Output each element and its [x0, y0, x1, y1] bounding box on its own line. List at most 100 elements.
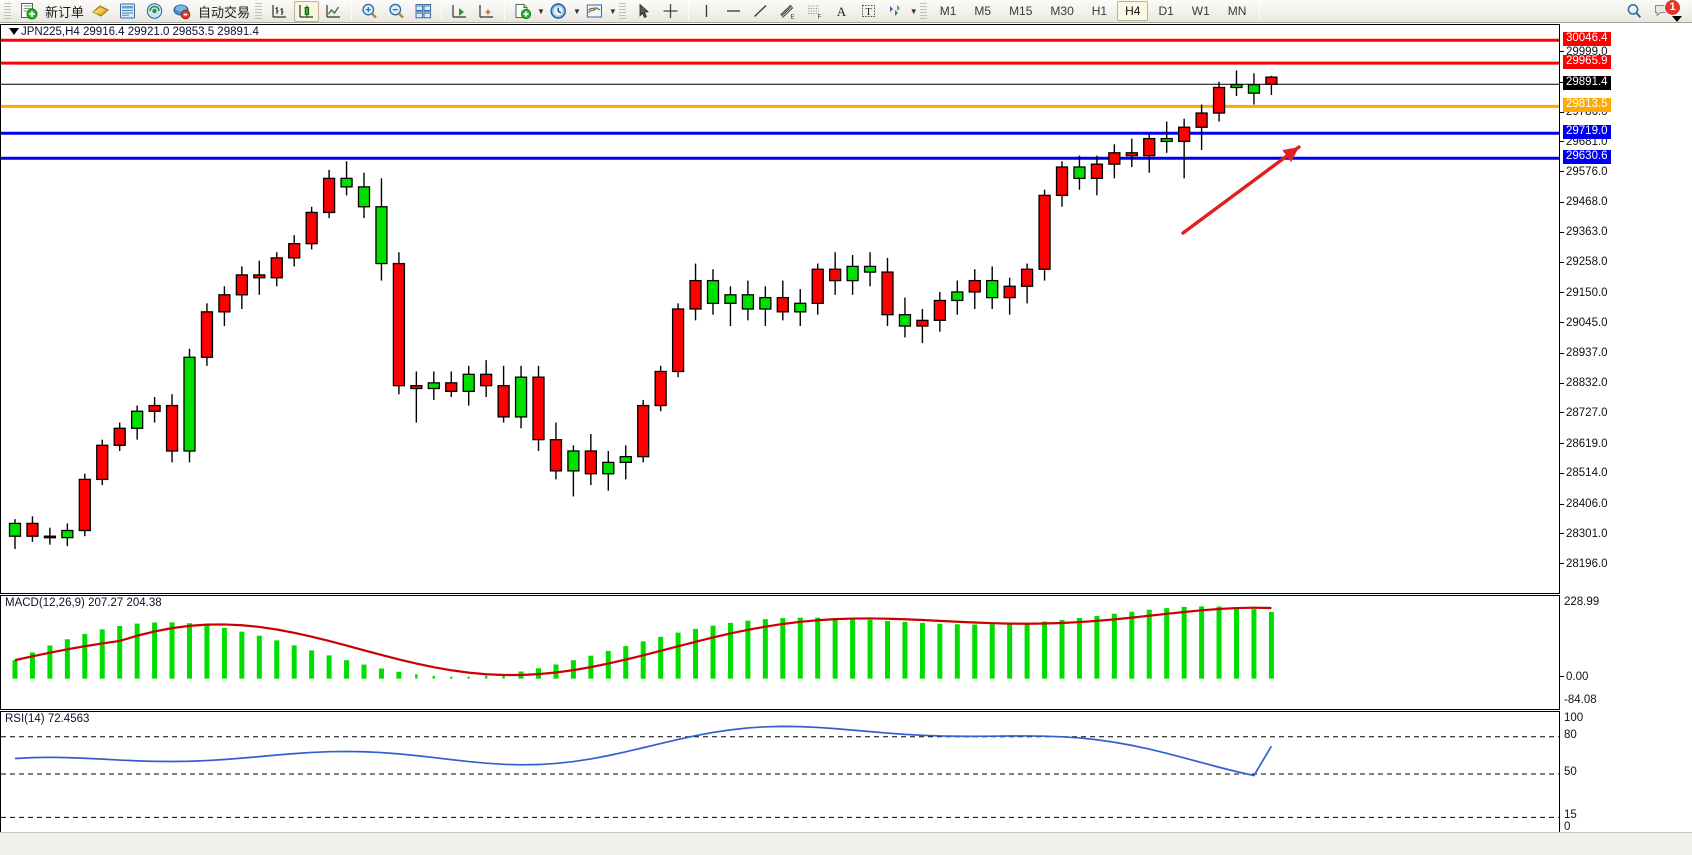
chart-title-marker	[9, 28, 19, 35]
line-chart-icon[interactable]	[321, 1, 346, 22]
trend-arrow-shaft	[1181, 145, 1301, 235]
timeframe-m1[interactable]: M1	[939, 4, 957, 18]
rsi-axis: 100 80 50 15 0	[1560, 711, 1692, 837]
price-tick: 28196.0	[1560, 558, 1692, 570]
new-order-label[interactable]: 新订单	[45, 4, 85, 20]
price-tick: 29576.0	[1560, 166, 1692, 178]
timeframe-m15[interactable]: M15	[1009, 4, 1033, 18]
rsi-pane[interactable]: RSI(14) 72.4563	[0, 711, 1560, 837]
toolbar-separator-2	[441, 2, 443, 20]
cursor-icon[interactable]	[631, 1, 656, 22]
svg-text:A: A	[837, 4, 847, 19]
bar-chart-icon[interactable]	[267, 1, 292, 22]
timeframe-h1[interactable]: H1	[1091, 4, 1108, 18]
market-watch-icon[interactable]	[115, 1, 140, 22]
price-tick: 28727.0	[1560, 407, 1692, 419]
toolbar-separator-5	[1259, 2, 1261, 20]
price-tick: 29363.0	[1560, 226, 1692, 238]
toolbar-grip[interactable]	[4, 2, 11, 20]
price-tick: 28832.0	[1560, 377, 1692, 389]
vertical-line-icon[interactable]	[694, 1, 719, 22]
svg-text:F: F	[817, 15, 821, 21]
indicators-dropdown-caret[interactable]: ▼	[537, 6, 545, 16]
periods-icon[interactable]	[546, 1, 571, 22]
autotrading-label[interactable]: 自动交易	[198, 4, 251, 20]
svg-text:E: E	[790, 15, 794, 21]
trendline-icon[interactable]	[748, 1, 773, 22]
toolbar-grip-4[interactable]	[919, 2, 927, 20]
main-toolbar: 新订单 自动交易	[0, 0, 1692, 23]
macd-tick: -84.08	[1564, 694, 1597, 706]
macd-chart-canvas[interactable]	[1, 596, 1559, 709]
toolbar-separator	[351, 2, 353, 20]
toolbar-separator-4	[687, 2, 689, 20]
horizontal-line-icon[interactable]	[721, 1, 746, 22]
toolbar-separator-3	[504, 2, 506, 20]
rsi-tick: 100	[1564, 712, 1584, 724]
rsi-tick: 15	[1564, 809, 1577, 822]
price-tick: 29258.0	[1560, 256, 1692, 268]
rsi-chart-canvas[interactable]	[1, 712, 1559, 836]
price-tick: 29150.0	[1560, 287, 1692, 299]
rsi-label: RSI(14) 72.4563	[5, 713, 90, 725]
alerts-icon[interactable]: 1	[1649, 0, 1684, 22]
macd-axis: 228.99 0.00 -84.08	[1560, 595, 1692, 710]
periods-dropdown-caret[interactable]: ▼	[572, 6, 581, 16]
timeframe-d1[interactable]: D1	[1158, 4, 1174, 18]
price-tick: 28514.0	[1560, 467, 1692, 479]
templates-dropdown-caret[interactable]: ▼	[608, 6, 617, 16]
macd-tick: 0.00	[1560, 671, 1692, 683]
text-label-icon[interactable]: T	[856, 1, 881, 22]
rsi-line	[14, 725, 1273, 777]
timeframe-mn[interactable]: MN	[1227, 4, 1247, 18]
text-icon[interactable]: A	[829, 1, 854, 22]
scroll-end-icon[interactable]	[447, 1, 472, 22]
chart-shift-icon[interactable]	[474, 1, 499, 22]
objects-dropdown-caret[interactable]: ▼	[909, 6, 918, 16]
timeframe-w1[interactable]: W1	[1191, 4, 1210, 18]
collapse-triangle-icon[interactable]	[1672, 16, 1682, 22]
toolbar-grip-3[interactable]	[618, 2, 626, 20]
price-tick: 28937.0	[1560, 347, 1692, 359]
price-pane[interactable]: JPN225,H4 29916.4 29921.0 29853.5 29891.…	[0, 24, 1560, 594]
status-strip	[0, 832, 1692, 855]
autotrading-icon[interactable]	[169, 1, 194, 22]
macd-label: MACD(12,26,9) 207.27 204.38	[5, 597, 162, 609]
search-icon[interactable]	[1622, 1, 1647, 22]
candlestick-chart-icon[interactable]	[294, 0, 320, 22]
svg-text:T: T	[865, 7, 871, 18]
zoom-in-icon[interactable]	[357, 1, 382, 22]
expert-advisors-icon[interactable]	[88, 1, 113, 22]
timeframe-h4[interactable]: H4	[1117, 1, 1149, 21]
timeframe-m30[interactable]: M30	[1050, 4, 1074, 18]
price-level-tag[interactable]: 29891.4	[1563, 76, 1611, 91]
alerts-badge: 1	[1664, 0, 1681, 16]
price-tick: 29468.0	[1560, 196, 1692, 208]
equidistant-channel-icon[interactable]: E	[775, 1, 800, 22]
price-tick: 28619.0	[1560, 438, 1692, 450]
price-tick: 28301.0	[1560, 528, 1692, 540]
price-level-tag[interactable]: 30046.4	[1563, 32, 1611, 47]
data-window-icon[interactable]	[142, 1, 167, 22]
price-level-tag[interactable]: 29965.9	[1563, 55, 1611, 70]
toolbar-grip-2[interactable]	[255, 2, 263, 20]
price-level-tag[interactable]: 29813.5	[1563, 98, 1611, 113]
indicators-icon[interactable]	[510, 1, 535, 22]
price-axis[interactable]: 29999.029891.429786.029681.029576.029468…	[1560, 16, 1692, 594]
tile-windows-icon[interactable]	[411, 1, 436, 22]
timeframe-m5[interactable]: M5	[974, 4, 992, 18]
new-order-icon[interactable]	[16, 1, 41, 22]
zoom-out-icon[interactable]	[384, 1, 409, 22]
templates-icon[interactable]	[582, 1, 607, 22]
macd-pane[interactable]: MACD(12,26,9) 207.27 204.38	[0, 595, 1560, 710]
macd-tick: 228.99	[1564, 596, 1600, 608]
objects-icon[interactable]	[883, 1, 908, 22]
crosshair-icon[interactable]	[658, 1, 683, 22]
price-chart-canvas[interactable]	[1, 25, 1559, 593]
price-level-tag[interactable]: 29630.6	[1563, 150, 1611, 165]
price-level-tag[interactable]: 29719.0	[1563, 125, 1611, 140]
price-tick: 29045.0	[1560, 317, 1692, 329]
fibonacci-icon[interactable]: F	[802, 1, 827, 22]
rsi-tick: 80	[1564, 728, 1577, 741]
macd-signal-line	[14, 606, 1272, 677]
